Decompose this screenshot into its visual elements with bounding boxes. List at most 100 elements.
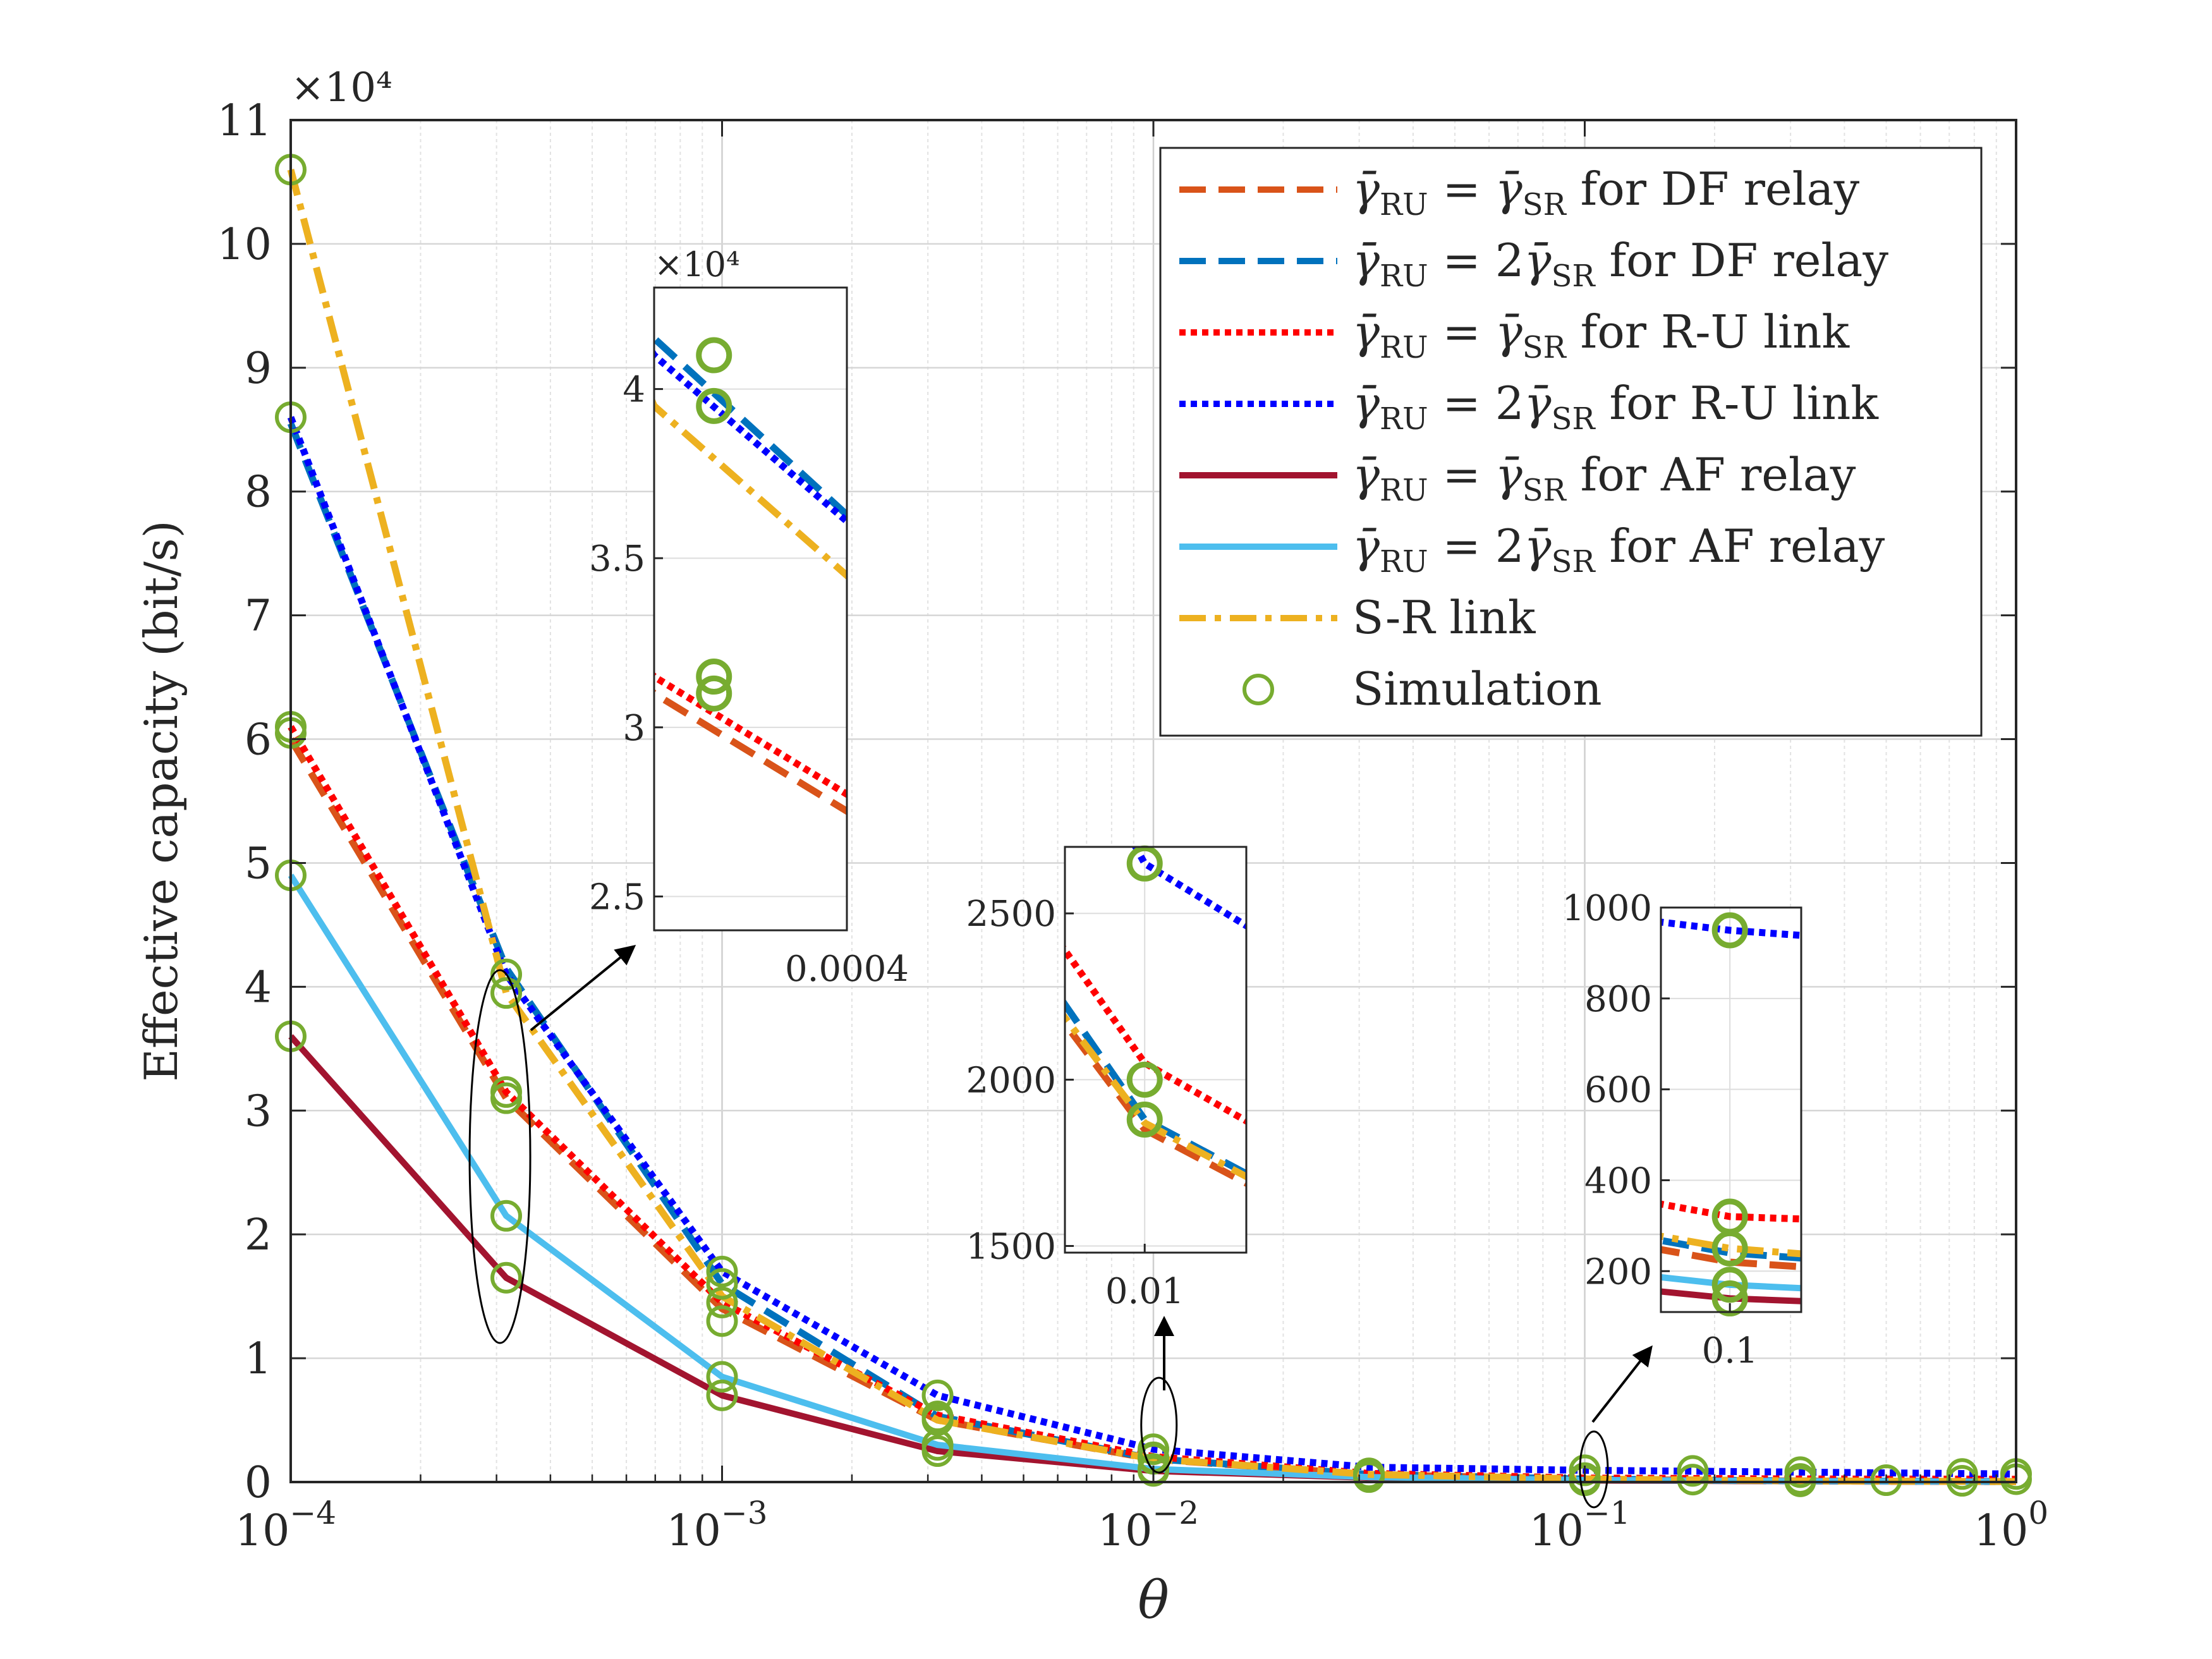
y-tick-label: 7 bbox=[245, 592, 272, 641]
simulation-marker bbox=[706, 1379, 738, 1411]
legend-label: γ̄RU = 2γ̄SR for AF relay bbox=[1352, 520, 1885, 580]
inset-multiplier-label: ×10⁴ bbox=[654, 245, 740, 284]
legend-entry-5: γ̄RU = 2γ̄SR for AF relay bbox=[1179, 520, 1885, 580]
y-tick-label: 10 bbox=[217, 220, 272, 270]
simulation-marker bbox=[706, 1255, 738, 1287]
x-tick-label: 10−3 bbox=[666, 1495, 767, 1556]
legend-label: S-R link bbox=[1352, 591, 1536, 644]
inset-y-tick-label: 3 bbox=[623, 708, 645, 749]
simulation-marker bbox=[1569, 1454, 1601, 1486]
zoom-ellipse bbox=[1579, 1430, 1609, 1509]
simulation-marker bbox=[706, 1268, 738, 1300]
simulation-marker bbox=[706, 1361, 738, 1393]
y-tick-label: 0 bbox=[245, 1458, 272, 1508]
inset-background bbox=[1661, 908, 1801, 1312]
legend-label: Simulation bbox=[1352, 662, 1602, 715]
y-tick-label: 3 bbox=[245, 1086, 272, 1136]
y-tick-label: 4 bbox=[245, 963, 272, 1012]
simulation-marker bbox=[490, 1261, 523, 1294]
simulation-marker bbox=[490, 977, 523, 1009]
zoom-annotations bbox=[468, 944, 1653, 1509]
y-tick-label: 5 bbox=[245, 839, 272, 889]
axis-ticks: 0 1 2 3 4 5 6 7 8 9 10 11 10−4 10−3 10−2 10−1 100 bbox=[217, 96, 2048, 1556]
zoom-arrow bbox=[1591, 1345, 1653, 1423]
simulation-marker bbox=[1677, 1464, 1709, 1496]
y-axis-label: Effective capacity (bit/s) bbox=[135, 520, 188, 1081]
inset-3: 200 400 600 800 1000 0.1 bbox=[1562, 888, 1802, 1371]
legend-entry-3: γ̄RU = 2γ̄SR for R-U link bbox=[1179, 377, 1879, 437]
y-multiplier-label: ×10⁴ bbox=[291, 64, 392, 111]
simulation-marker bbox=[921, 1404, 954, 1437]
simulation-marker bbox=[921, 1435, 954, 1468]
inset-simulation-marker bbox=[1711, 1267, 1748, 1303]
simulation-marker bbox=[490, 1082, 523, 1114]
y-tick-label: 9 bbox=[245, 344, 272, 394]
legend-label: γ̄RU = 2γ̄SR for R-U link bbox=[1352, 377, 1879, 437]
y-tick-label: 2 bbox=[245, 1210, 272, 1260]
inset-y-tick-label: 2.5 bbox=[589, 877, 645, 918]
inset-x-tick-label: 0.0004 bbox=[785, 949, 909, 990]
inset-simulation-marker bbox=[1711, 1280, 1748, 1316]
legend-entry-6: S-R link bbox=[1179, 591, 1536, 644]
inset-background bbox=[654, 288, 847, 930]
legend-entry-1: γ̄RU = 2γ̄SR for DF relay bbox=[1179, 234, 1888, 294]
inset-y-tick-label: 1500 bbox=[966, 1226, 1056, 1267]
inset-y-tick-label: 600 bbox=[1584, 1070, 1652, 1111]
simulation-marker bbox=[490, 1200, 523, 1232]
legend-entry-0: γ̄RU = γ̄SR for DF relay bbox=[1179, 162, 1860, 222]
inset-y-tick-label: 2500 bbox=[966, 894, 1056, 935]
inset-simulation-marker bbox=[1126, 1061, 1163, 1098]
inset-simulation-marker bbox=[1711, 1230, 1748, 1267]
zoom-arrow bbox=[530, 944, 636, 1031]
inset-x-tick-label: 0.01 bbox=[1105, 1271, 1184, 1312]
simulation-marker bbox=[1138, 1455, 1169, 1487]
x-tick-label: 10−2 bbox=[1098, 1495, 1199, 1556]
inset-simulation-marker bbox=[696, 387, 732, 424]
inset-y-tick-label: 4 bbox=[623, 370, 645, 411]
inset-border bbox=[1660, 906, 1802, 1313]
x-tick-label: 10−1 bbox=[1529, 1495, 1630, 1556]
legend-label: γ̄RU = 2γ̄SR for DF relay bbox=[1352, 234, 1888, 294]
y-tick-label: 8 bbox=[245, 468, 272, 518]
legend: γ̄RU = γ̄SR for DF relay γ̄RU = 2γ̄SR for… bbox=[1159, 147, 1983, 737]
legend-label: γ̄RU = γ̄SR for R-U link bbox=[1352, 305, 1850, 365]
inset-simulation-marker bbox=[1711, 912, 1748, 949]
x-axis-label: θ bbox=[1138, 1571, 1169, 1631]
inset-y-tick-label: 200 bbox=[1584, 1251, 1652, 1292]
legend-entry-4: γ̄RU = γ̄SR for AF relay bbox=[1179, 448, 1856, 508]
inset-border bbox=[1064, 846, 1248, 1254]
x-tick-label: 100 bbox=[1974, 1495, 2048, 1556]
legend-label: γ̄RU = γ̄SR for DF relay bbox=[1352, 162, 1860, 222]
legend-box bbox=[1159, 147, 1983, 737]
simulation-marker bbox=[706, 1305, 738, 1337]
legend-label: γ̄RU = γ̄SR for AF relay bbox=[1352, 448, 1856, 508]
simulation-marker bbox=[1677, 1455, 1709, 1487]
simulation-marker bbox=[1138, 1433, 1169, 1466]
y-tick-label: 11 bbox=[217, 96, 272, 146]
inset-y-tick-label: 800 bbox=[1584, 979, 1652, 1020]
inset-y-tick-label: 1000 bbox=[1562, 888, 1652, 929]
simulation-marker bbox=[1870, 1464, 1902, 1497]
inset-simulation-marker bbox=[696, 659, 732, 695]
series-line-6 bbox=[287, 169, 2017, 1485]
inset-simulation-marker bbox=[696, 337, 732, 374]
zoom-ellipse bbox=[1140, 1376, 1178, 1474]
inset-simulation-marker bbox=[696, 675, 732, 712]
simulation-marker bbox=[1353, 1461, 1385, 1493]
simulation-markers bbox=[275, 154, 2032, 1497]
simulation-marker bbox=[921, 1379, 954, 1411]
y-tick-label: 6 bbox=[245, 715, 272, 765]
y-tick-label: 1 bbox=[245, 1334, 272, 1384]
inset-simulation-marker bbox=[1126, 845, 1163, 882]
legend-entry-2: γ̄RU = γ̄SR for R-U link bbox=[1179, 305, 1850, 365]
legend-entry-7: Simulation bbox=[1243, 662, 1602, 715]
zoom-ellipse bbox=[468, 969, 532, 1344]
simulation-marker bbox=[706, 1286, 738, 1318]
x-tick-label: 10−4 bbox=[235, 1495, 336, 1556]
